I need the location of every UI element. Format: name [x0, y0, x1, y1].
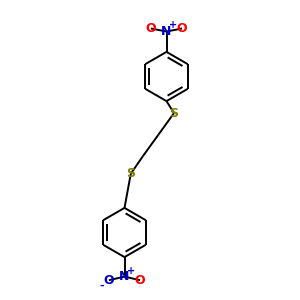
Text: S: S: [126, 167, 135, 180]
Text: O: O: [135, 274, 146, 287]
Text: N: N: [119, 270, 130, 283]
Text: S: S: [169, 106, 178, 120]
Text: N: N: [161, 25, 172, 38]
Text: O: O: [103, 274, 114, 287]
Text: O: O: [177, 22, 188, 35]
Text: O: O: [146, 22, 156, 35]
Text: -: -: [99, 281, 104, 291]
Text: +: +: [127, 266, 135, 276]
Text: +: +: [169, 20, 177, 30]
